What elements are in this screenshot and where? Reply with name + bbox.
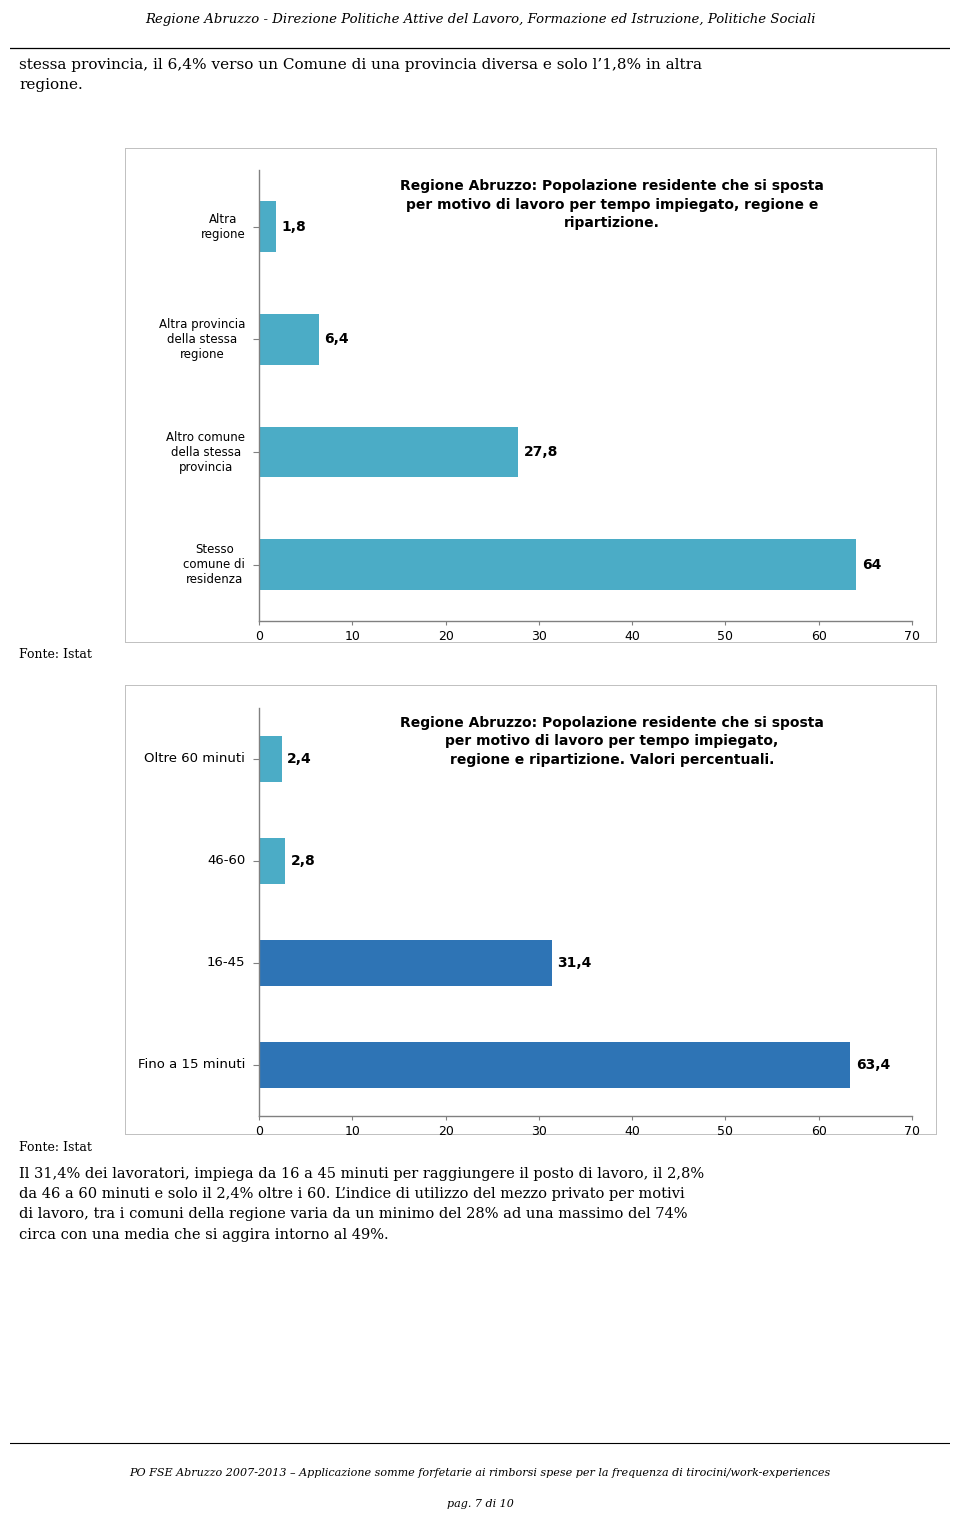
Text: Fonte: Istat: Fonte: Istat (19, 1142, 92, 1154)
Text: Oltre 60 minuti: Oltre 60 minuti (144, 752, 245, 766)
Bar (259, 314, 319, 365)
Text: pag. 7 di 10: pag. 7 di 10 (446, 1499, 514, 1510)
Text: Regione Abruzzo - Direzione Politiche Attive del Lavoro, Formazione ed Istruzion: Regione Abruzzo - Direzione Politiche At… (145, 14, 815, 26)
Text: 16-45: 16-45 (206, 956, 245, 970)
Text: stessa provincia, il 6,4% verso un Comune di una provincia diversa e solo l’1,8%: stessa provincia, il 6,4% verso un Comun… (19, 58, 702, 91)
Text: 1,8: 1,8 (281, 219, 306, 234)
Text: 31,4: 31,4 (558, 956, 592, 970)
Bar (259, 1041, 851, 1088)
Text: Altra
regione: Altra regione (201, 213, 245, 240)
Text: 64: 64 (862, 557, 881, 572)
Text: 46-60: 46-60 (207, 854, 245, 868)
Bar (259, 837, 285, 884)
Text: 27,8: 27,8 (524, 444, 559, 460)
Bar (259, 735, 281, 782)
Text: Regione Abruzzo: Popolazione residente che si sposta
per motivo di lavoro per te: Regione Abruzzo: Popolazione residente c… (399, 715, 824, 767)
Text: 63,4: 63,4 (856, 1058, 890, 1071)
Bar (259, 539, 856, 591)
Bar (259, 939, 552, 986)
Bar (259, 201, 276, 253)
Text: 2,8: 2,8 (291, 854, 316, 868)
Text: Regione Abruzzo: Popolazione residente che si sposta
per motivo di lavoro per te: Regione Abruzzo: Popolazione residente c… (399, 180, 824, 230)
Text: Il 31,4% dei lavoratori, impiega da 16 a 45 minuti per raggiungere il posto di l: Il 31,4% dei lavoratori, impiega da 16 a… (19, 1167, 705, 1242)
Text: Fino a 15 minuti: Fino a 15 minuti (138, 1058, 245, 1071)
Text: Altro comune
della stessa
provincia: Altro comune della stessa provincia (166, 431, 245, 473)
Text: Fonte: Istat: Fonte: Istat (19, 648, 92, 661)
Text: Stesso
comune di
residenza: Stesso comune di residenza (183, 543, 245, 586)
Text: PO FSE Abruzzo 2007-2013 – Applicazione somme forfetarie ai rimborsi spese per l: PO FSE Abruzzo 2007-2013 – Applicazione … (130, 1467, 830, 1478)
Text: 6,4: 6,4 (324, 332, 349, 347)
Text: Altra provincia
della stessa
regione: Altra provincia della stessa regione (158, 318, 245, 361)
Bar (259, 426, 518, 478)
Text: 2,4: 2,4 (287, 752, 312, 766)
